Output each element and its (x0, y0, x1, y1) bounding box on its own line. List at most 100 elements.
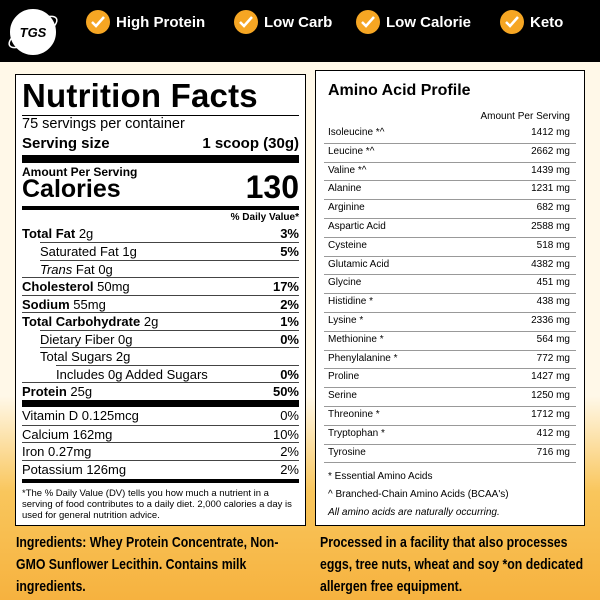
amino-amount: 682 mg (536, 202, 570, 214)
nutrient-row: Total Fat 2g 3% (22, 225, 299, 242)
nutrient-amount: 0g (118, 332, 133, 347)
nutrient-amount: 25g (70, 384, 93, 399)
amino-panel: Amino Acid Profile Amount Per Serving Is… (315, 70, 585, 526)
amino-header: Amount Per Serving (480, 111, 571, 122)
amino-row: Serine 1250 mg (324, 387, 576, 407)
amino-amount: 438 mg (536, 296, 570, 308)
amino-row: Alanine 1231 mg (324, 180, 576, 201)
nutrient-row: Iron 0.27mg 2% (22, 442, 299, 460)
amino-amount: 2588 mg (531, 221, 570, 232)
nutrient-label: Total Carbohydrate (22, 314, 141, 329)
amino-note: ^ Branched-Chain Amino Acids (BCAA's) (328, 489, 509, 500)
amino-name: Glycine (328, 277, 362, 289)
nutrient-dv: 2% (280, 462, 299, 477)
badge-label: Keto (530, 14, 563, 31)
ingredients: Ingredients: Whey Protein Concentrate, N… (16, 534, 279, 595)
amino-name: Tryptophan * (328, 427, 385, 439)
nutrient-dv: 2% (280, 297, 299, 312)
top-bar: TGS High Protein Low Carb Low Calorie Keto (0, 0, 600, 62)
nutrient-row: Cholesterol 50mg 17% (22, 277, 299, 295)
footnote: *The % Daily Value (DV) tells you how mu… (22, 488, 292, 521)
nutrient-dv: 0% (280, 367, 299, 382)
nutrient-label: Total Sugars (40, 349, 113, 364)
badge-check (505, 16, 519, 28)
nutrient-row: Saturated Fat 1g 5% (40, 242, 299, 260)
nutrient-amount: 55mg (73, 297, 106, 312)
amino-name: Arginine (328, 202, 365, 214)
nutrient-label: Total Fat (22, 226, 76, 241)
amino-amount: 451 mg (536, 277, 570, 289)
nutrient-row: Dietary Fiber 0g 0% (40, 330, 299, 348)
amino-row: Aspartic Acid 2588 mg (324, 218, 576, 238)
nutrient-row: Includes 0g Added Sugars 0% (56, 365, 299, 383)
amino-row: Tyrosine 716 mg (324, 444, 576, 464)
nutrition-panel: Nutrition Facts 75 servings per containe… (15, 74, 306, 526)
nutrient-label: Saturated Fat (40, 244, 119, 259)
amino-amount: 1412 mg (531, 127, 570, 138)
nutrient-amount: 0.27mg (48, 444, 92, 459)
serving-size: 1 scoop (30g) (202, 135, 299, 152)
calories-value: 130 (245, 169, 299, 205)
servings: 75 servings per container (22, 116, 185, 132)
badge-check (91, 16, 105, 28)
nutrient-label-italic: Trans (40, 262, 73, 277)
amino-amount: 1427 mg (531, 371, 570, 383)
amino-name: Histidine * (328, 296, 374, 308)
nutrient-amount: 0.125mcg (81, 408, 139, 423)
nutrient-dv: 50% (272, 384, 299, 399)
amino-row: Isoleucine *^ 1412 mg (324, 124, 576, 144)
nutrient-amount: 1g (122, 244, 137, 259)
amino-row: Proline 1427 mg (324, 368, 576, 389)
nutrient-dv: 5% (280, 244, 299, 259)
badge-check (239, 16, 253, 28)
badge-check (361, 16, 375, 28)
nutrient-amount: 50mg (97, 279, 130, 294)
amino-amount: 1712 mg (531, 409, 570, 420)
nutrient-row: Trans Fat 0g (40, 260, 299, 278)
nutrient-dv: 2% (280, 444, 299, 459)
nutrient-row: Protein 25g 50% (22, 382, 299, 400)
amino-amount: 4382 mg (531, 258, 570, 270)
nutrient-row: Total Carbohydrate 2g 1% (22, 312, 299, 330)
nutrient-dv: 1% (280, 314, 299, 329)
amino-name: Glutamic Acid (328, 258, 390, 270)
amino-amount: 2336 mg (531, 315, 570, 326)
amino-name: Methionine * (328, 333, 384, 345)
divider (22, 115, 299, 116)
amino-name: Phenylalanine * (328, 352, 398, 364)
nutrient-label: Fat (75, 262, 95, 277)
amino-row: Cysteine 518 mg (324, 237, 576, 257)
nutrient-label: Potassium (22, 462, 83, 477)
amino-name: Cysteine (328, 239, 367, 251)
nutrient-dv: 17% (272, 279, 299, 294)
amount-label: Amount Per Serving (22, 165, 138, 179)
dv-header: % Daily Value* (230, 212, 299, 223)
medium-bar (22, 206, 299, 210)
thick-bar (22, 400, 299, 407)
amino-amount: 564 mg (536, 333, 570, 345)
nutrient-label: Dietary Fiber (40, 332, 115, 347)
amino-row: Glutamic Acid 4382 mg (324, 256, 576, 276)
nutrient-dv: 0% (280, 408, 299, 423)
nutrient-dv: 0% (280, 332, 299, 347)
amino-name: Leucine *^ (328, 145, 375, 157)
nutrient-amount: 162mg (72, 427, 113, 442)
amino-name: Aspartic Acid (328, 221, 386, 232)
amino-name: Isoleucine *^ (328, 127, 385, 138)
amino-row: Valine *^ 1439 mg (324, 162, 576, 182)
amino-amount: 1439 mg (531, 164, 570, 176)
medium-bar (22, 479, 299, 483)
amino-name: Threonine * (328, 409, 380, 420)
amino-row: Leucine *^ 2662 mg (324, 143, 576, 163)
nutrient-dv: 10% (272, 427, 299, 442)
amino-row: Arginine 682 mg (324, 199, 576, 219)
nutrient-label: Vitamin D (22, 408, 79, 423)
badge-strip: TGS High Protein Low Carb Low Calorie Keto (8, 7, 563, 57)
amino-note: * Essential Amino Acids (328, 471, 433, 482)
nutrient-dv: 3% (280, 226, 299, 241)
amino-name: Alanine (328, 183, 362, 195)
amino-row: Histidine * 438 mg (324, 293, 576, 313)
amino-title: Amino Acid Profile (328, 82, 471, 99)
logo-text: TGS (20, 25, 47, 40)
